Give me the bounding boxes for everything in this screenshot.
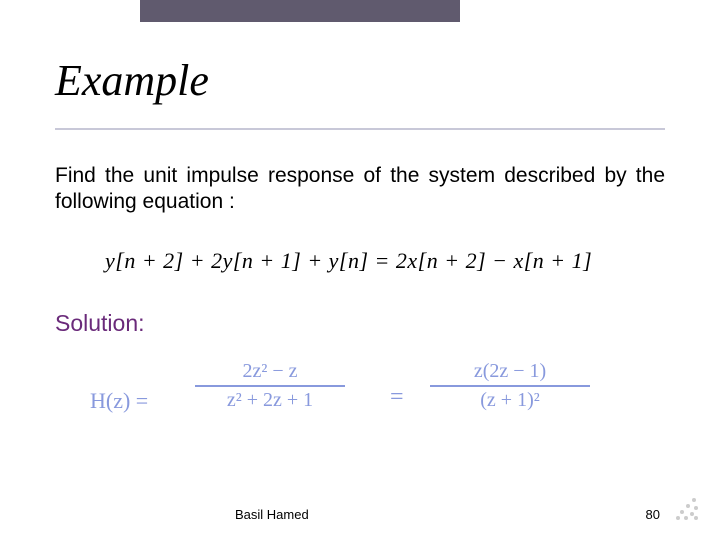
hw-frac1-bar <box>195 385 345 387</box>
decorative-top-bar <box>140 0 460 22</box>
hw-frac1-numerator: 2z² − z <box>195 360 345 383</box>
difference-equation: y[n + 2] + 2y[n + 1] + y[n] = 2x[n + 2] … <box>105 248 592 274</box>
problem-statement: Find the unit impulse response of the sy… <box>55 163 665 216</box>
hw-frac2-denominator: (z + 1)² <box>430 389 590 412</box>
solution-heading: Solution: <box>55 310 145 337</box>
hw-frac1-denominator: z² + 2z + 1 <box>195 389 345 412</box>
hw-fraction-2: z(2z − 1) (z + 1)² <box>430 360 590 412</box>
handwritten-solution: H(z) = 2z² − z z² + 2z + 1 = z(2z − 1) (… <box>90 360 630 450</box>
hw-frac2-bar <box>430 385 590 387</box>
title-underline <box>55 128 665 130</box>
corner-decoration <box>674 496 702 524</box>
hw-frac2-numerator: z(2z − 1) <box>430 360 590 383</box>
hw-lhs: H(z) = <box>90 388 148 414</box>
footer-page-number: 80 <box>646 507 660 522</box>
hw-fraction-1: 2z² − z z² + 2z + 1 <box>195 360 345 412</box>
footer-author: Basil Hamed <box>235 507 309 522</box>
hw-equals: = <box>390 384 404 411</box>
slide-title: Example <box>55 55 209 106</box>
